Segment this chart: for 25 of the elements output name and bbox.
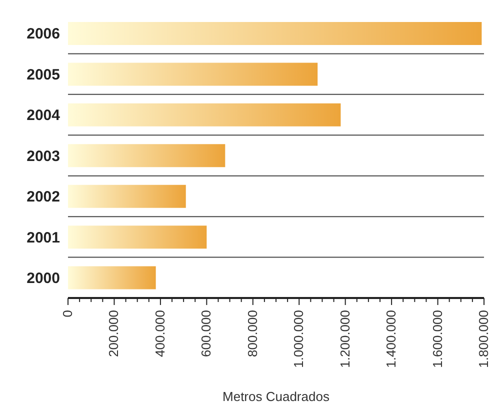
- bar: [68, 266, 156, 290]
- bar: [68, 22, 482, 45]
- y-tick-label: 2002: [26, 188, 60, 206]
- y-tick-label: 2000: [26, 270, 60, 287]
- x-tick-label: 600.000: [198, 310, 214, 357]
- y-tick-label: 2004: [26, 107, 61, 124]
- bar: [68, 184, 186, 208]
- y-tick-label: 2006: [26, 26, 60, 43]
- x-tick-label: 1.600.000: [430, 310, 445, 368]
- bar: [68, 103, 341, 126]
- x-tick-label: 1.000.000: [291, 310, 306, 368]
- x-tick-label: 1.400.000: [384, 310, 399, 368]
- x-tick-label: 0: [60, 310, 75, 318]
- bar: [68, 62, 318, 86]
- y-tick-label: 2005: [26, 66, 60, 84]
- x-tick-label: 800.000: [244, 310, 260, 357]
- x-tick-label: 1.800.000: [476, 310, 490, 368]
- x-tick-label: 1.200.000: [337, 310, 352, 368]
- x-tick-label: 200.000: [106, 310, 122, 357]
- bar: [68, 226, 207, 249]
- x-tick-label: 400.000: [152, 310, 168, 357]
- y-tick-label: 2003: [26, 148, 60, 165]
- bar: [68, 144, 226, 168]
- y-tick-label: 2001: [26, 229, 60, 246]
- x-axis-title: Metros Cuadrados: [222, 389, 330, 404]
